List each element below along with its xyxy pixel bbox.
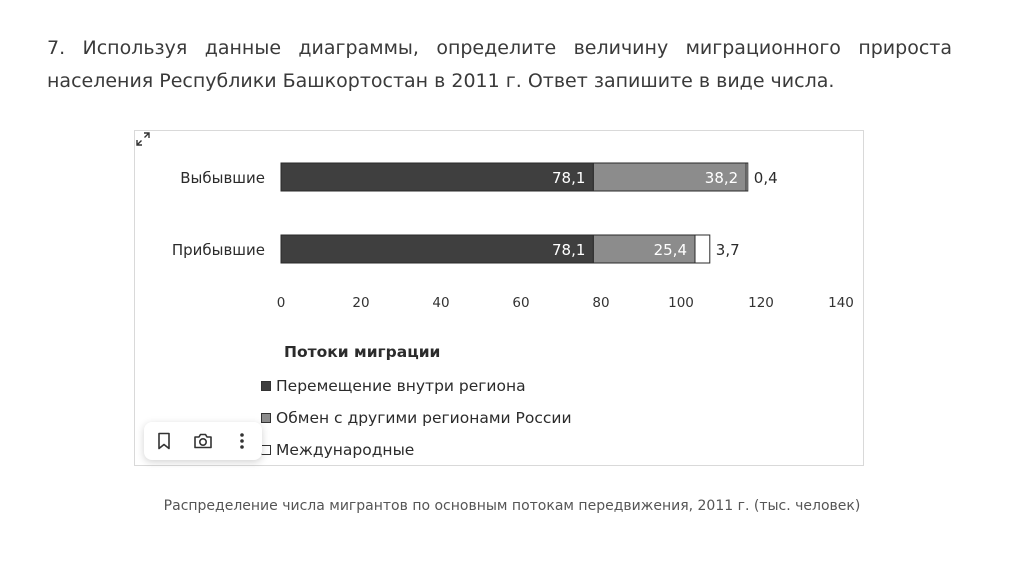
x-tick-label: 140 <box>828 295 854 311</box>
x-tick-label: 60 <box>512 295 529 311</box>
bar-segment <box>745 162 749 192</box>
data-label: 78,1 <box>552 241 585 259</box>
legend-swatch <box>261 413 271 423</box>
camera-icon <box>194 433 212 449</box>
chart-caption: Распределение числа мигрантов по основны… <box>163 498 861 514</box>
legend-swatch <box>261 445 271 455</box>
bar-segment <box>592 234 696 264</box>
legend-item: Обмен с другими регионами России <box>261 402 572 434</box>
legend-title: Потоки миграции <box>284 343 441 361</box>
x-tick-label: 0 <box>277 295 286 311</box>
legend-label: Перемещение внутри региона <box>276 377 526 395</box>
data-label: 25,4 <box>654 241 687 259</box>
legend-swatch <box>261 381 271 391</box>
bar-segment <box>280 162 594 192</box>
data-label: 0,4 <box>754 169 778 187</box>
expand-icon[interactable] <box>135 131 151 147</box>
legend-item: Перемещение внутри региона <box>261 370 572 402</box>
x-tick-label: 20 <box>352 295 369 311</box>
bar-segment <box>280 234 594 264</box>
legend-label: Обмен с другими регионами России <box>276 409 572 427</box>
legend-label: Международные <box>276 441 415 459</box>
bookmark-button[interactable] <box>151 428 177 454</box>
x-tick-label: 120 <box>748 295 774 311</box>
question-text: 7. Используя данные диаграммы, определит… <box>47 37 952 92</box>
bar-segment <box>694 234 711 264</box>
more-vertical-icon <box>240 433 245 449</box>
category-label: Прибывшие <box>172 241 265 259</box>
x-tick-label: 80 <box>592 295 609 311</box>
bookmark-icon <box>157 432 170 450</box>
x-tick-label: 40 <box>432 295 449 311</box>
data-label: 78,1 <box>552 169 585 187</box>
data-label: 38,2 <box>705 169 738 187</box>
more-button[interactable] <box>229 428 255 454</box>
bar-chart: Выбывшие 78,1 38,2 0,4 Прибывшие 78,1 25,4 3,7 0… <box>172 162 854 311</box>
image-toolbar <box>144 422 262 460</box>
camera-button[interactable] <box>190 428 216 454</box>
chart-legend: Потоки миграции Перемещение внутри регио… <box>261 343 572 466</box>
category-label: Выбывшие <box>180 169 265 187</box>
x-tick-label: 100 <box>668 295 694 311</box>
data-label: 3,7 <box>716 241 740 259</box>
legend-item: Международные <box>261 434 572 466</box>
chart-container: Выбывшие 78,1 38,2 0,4 Прибывшие 78,1 25,4 3,7 0… <box>134 130 864 466</box>
